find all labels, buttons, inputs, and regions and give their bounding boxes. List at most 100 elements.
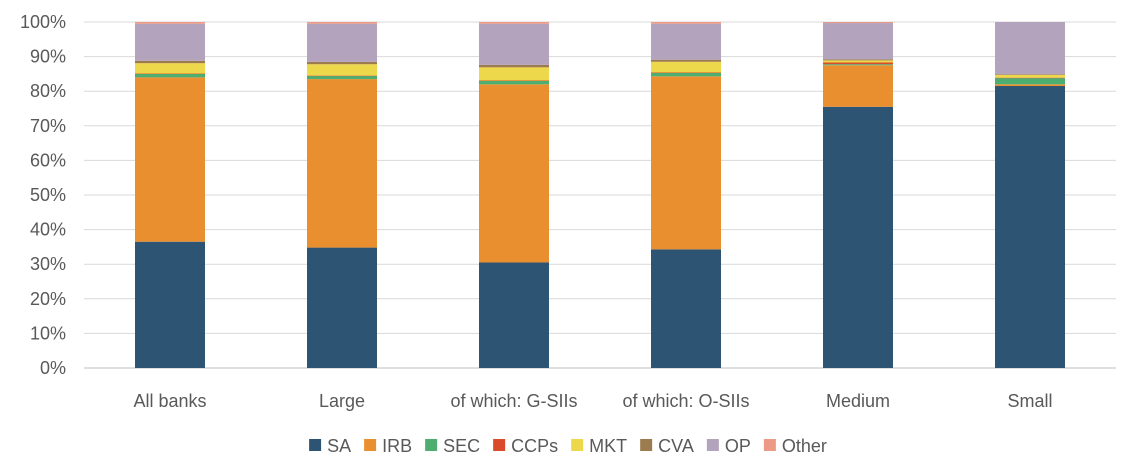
y-tick-label: 0% [40, 358, 66, 378]
bar-segment-sec [135, 73, 205, 78]
bar-segment-irb [307, 79, 377, 248]
legend-item-other: Other [763, 436, 827, 456]
bar-segment-op [651, 23, 721, 60]
bar-segment-ccps [823, 62, 893, 65]
bar-segment-mkt [307, 64, 377, 76]
bar-segment-other [135, 22, 205, 24]
bar-segment-irb [823, 65, 893, 107]
y-tick-label: 30% [30, 254, 66, 274]
bar-stack [479, 22, 549, 368]
legend-swatch [493, 439, 506, 451]
bar-segment-ccps [651, 72, 721, 74]
y-tick-label: 60% [30, 150, 66, 170]
bar-segment-sec [479, 80, 549, 85]
bar-segment-other [307, 22, 377, 24]
bar-segment-sa [307, 247, 377, 368]
legend-label: SA [327, 436, 351, 456]
bar-segment-irb [995, 84, 1065, 87]
bar-segment-mkt [651, 61, 721, 73]
x-category-label: of which: G-SIIs [450, 391, 577, 411]
bar-segment-mkt [823, 60, 893, 63]
legend-label: OP [725, 436, 751, 456]
bar-stack [307, 22, 377, 368]
bar-segment-sa [135, 241, 205, 368]
bar-segment-cva [479, 64, 549, 68]
x-category-label: Medium [826, 391, 890, 411]
bar-segment-sec [307, 75, 377, 80]
y-tick-label: 10% [30, 323, 66, 343]
legend-swatch [640, 439, 653, 451]
bar-segment-ccps [135, 73, 205, 75]
bar-stack [135, 22, 205, 368]
legend-label: MKT [589, 436, 627, 456]
bar-segment-sa [479, 262, 549, 368]
bar-segment-irb [479, 84, 549, 263]
legend-item-irb: IRB [364, 436, 412, 456]
y-tick-label: 50% [30, 185, 66, 205]
bar-segment-cva [307, 61, 377, 65]
gridlines [84, 21, 1116, 369]
x-category-label: All banks [133, 391, 206, 411]
bar-segment-mkt [135, 63, 205, 74]
legend-label: IRB [382, 436, 412, 456]
bar-segment-other [823, 22, 893, 24]
legend-item-sec: SEC [425, 436, 480, 456]
legend-label: CVA [658, 436, 694, 456]
legend-swatch [706, 439, 719, 451]
legend-item-ccps: CCPs [493, 436, 558, 456]
bar-segment-irb [135, 77, 205, 242]
bar-segment-cva [823, 59, 893, 61]
y-tick-label: 80% [30, 81, 66, 101]
legend-item-op: OP [706, 436, 751, 456]
x-category-label: Small [1007, 391, 1052, 411]
bar-segment-sa [823, 106, 893, 369]
legend-item-sa: SA [309, 436, 351, 456]
bar-segment-other [479, 22, 549, 24]
bar-segment-op [135, 23, 205, 61]
y-tick-label: 90% [30, 47, 66, 67]
bar-segment-sec [823, 64, 893, 66]
bar-segment-ccps [995, 77, 1065, 79]
x-category-label: of which: O-SIIs [622, 391, 749, 411]
legend-swatch [309, 439, 322, 451]
bar-stack [823, 22, 893, 369]
bar-segment-cva [135, 60, 205, 64]
bar-segment-op [479, 23, 549, 65]
bar-segment-cva [995, 74, 1065, 75]
x-axis: All banks Large of which: G-SIIs of which: … [133, 391, 1052, 411]
legend-label: Other [782, 436, 827, 456]
bar-segment-op [307, 23, 377, 62]
bars [135, 22, 1065, 369]
bar-segment-mkt [995, 74, 1065, 78]
y-axis: 0% 10% 20% 30% 40% 50% 60% 70% 80% 90% 100% [20, 12, 66, 378]
legend-item-mkt: MKT [571, 436, 627, 456]
bar-segment-op [823, 23, 893, 60]
y-tick-label: 40% [30, 220, 66, 240]
bar-segment-sec [995, 78, 1065, 85]
bar-segment-ccps [479, 80, 549, 81]
legend-swatch [571, 439, 584, 451]
bar-segment-ccps [307, 75, 377, 77]
bar-segment-sa [995, 86, 1065, 368]
legend-label: SEC [443, 436, 480, 456]
legend-swatch [364, 439, 377, 451]
bar-segment-mkt [479, 67, 549, 81]
legend-item-cva: CVA [640, 436, 694, 456]
y-tick-label: 20% [30, 289, 66, 309]
x-category-label: Large [319, 391, 365, 411]
legend-swatch [763, 439, 776, 451]
bar-segment-other [651, 22, 721, 24]
bar-stack [995, 22, 1065, 368]
bar-stack [651, 22, 721, 368]
bar-segment-sec [651, 72, 721, 77]
y-tick-label: 70% [30, 116, 66, 136]
legend: SA IRB SEC CCPs MKT CVA OP Other [309, 436, 827, 456]
bar-segment-sa [651, 249, 721, 368]
legend-swatch [425, 439, 438, 451]
bar-segment-op [995, 22, 1065, 75]
bar-segment-cva [651, 59, 721, 62]
legend-label: CCPs [511, 436, 558, 456]
y-tick-label: 100% [20, 12, 66, 32]
bar-segment-irb [651, 76, 721, 250]
